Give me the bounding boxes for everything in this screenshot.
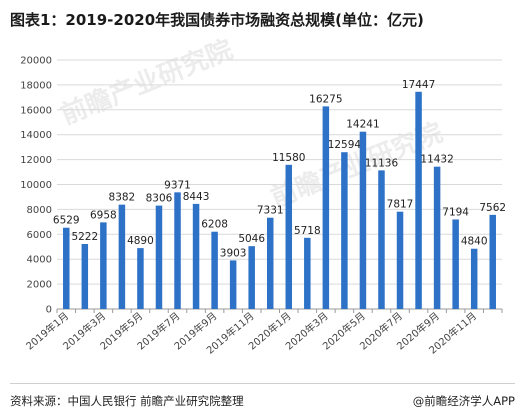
data-label: 3903: [220, 247, 247, 259]
data-label: 8443: [183, 191, 210, 203]
bar: [322, 106, 330, 309]
chart-title: 图表1：2019-2020年我国债券市场融资总规模(单位：亿元): [10, 11, 424, 29]
data-label: 5718: [294, 225, 321, 237]
y-tick-label: 0: [46, 305, 52, 316]
brand-credit: @前瞻经济学人APP: [412, 394, 515, 408]
bar: [433, 166, 441, 309]
bar: [396, 211, 404, 309]
bar: [155, 205, 163, 309]
data-label: 11136: [365, 157, 399, 169]
y-tick-label: 14000: [20, 130, 52, 141]
bar: [470, 248, 478, 309]
bar: [359, 131, 367, 309]
bar: [266, 217, 274, 309]
y-tick-label: 10000: [20, 180, 52, 191]
data-label: 6958: [90, 209, 117, 221]
data-label: 9371: [164, 179, 191, 191]
bar: [192, 203, 200, 309]
bar: [81, 243, 89, 309]
data-label: 6529: [53, 215, 80, 227]
bar: [211, 231, 218, 309]
bar: [378, 170, 385, 309]
bar: [452, 219, 459, 309]
y-tick-label: 6000: [27, 230, 52, 241]
y-tick-label: 20000: [20, 56, 52, 67]
bar: [174, 192, 181, 309]
data-label: 7194: [442, 206, 469, 218]
data-label: 4840: [461, 236, 488, 248]
data-label: 8306: [146, 193, 173, 205]
source-note: 资料来源：中国人民银行 前瞻产业研究院整理: [10, 394, 244, 408]
bar: [118, 204, 126, 309]
y-tick-label: 12000: [20, 155, 52, 166]
bar: [248, 246, 255, 309]
data-label: 16275: [309, 93, 342, 105]
bar: [489, 214, 496, 309]
bar: [229, 260, 237, 309]
y-tick-label: 18000: [20, 80, 52, 91]
data-label: 17447: [402, 79, 435, 91]
bar: [100, 222, 107, 309]
data-label: 8382: [109, 192, 136, 204]
data-label: 12594: [328, 139, 362, 151]
data-label: 7562: [479, 202, 506, 214]
data-label: 11580: [272, 152, 305, 164]
bar: [137, 248, 144, 309]
footer-divider: [10, 383, 515, 384]
bar-chart: 0 2000 4000 6000 8000 10000 12000 14000 16000 180…: [20, 56, 506, 357]
y-tick-label: 2000: [27, 280, 52, 291]
bar: [341, 152, 348, 309]
y-tick-label: 8000: [27, 205, 52, 216]
data-label: 5222: [71, 231, 98, 243]
bar: [304, 237, 311, 309]
y-tick-label: 16000: [20, 105, 52, 116]
bar: [285, 164, 293, 309]
data-label: 6208: [201, 219, 228, 231]
bar: [63, 227, 70, 309]
data-label: 7817: [387, 199, 414, 211]
data-label: 11432: [420, 154, 453, 166]
data-label: 14241: [346, 119, 379, 131]
data-label: 5046: [238, 233, 265, 245]
y-tick-label: 4000: [27, 255, 52, 266]
data-label: 4890: [127, 235, 154, 247]
data-label: 7331: [257, 205, 284, 217]
bar: [415, 91, 422, 309]
